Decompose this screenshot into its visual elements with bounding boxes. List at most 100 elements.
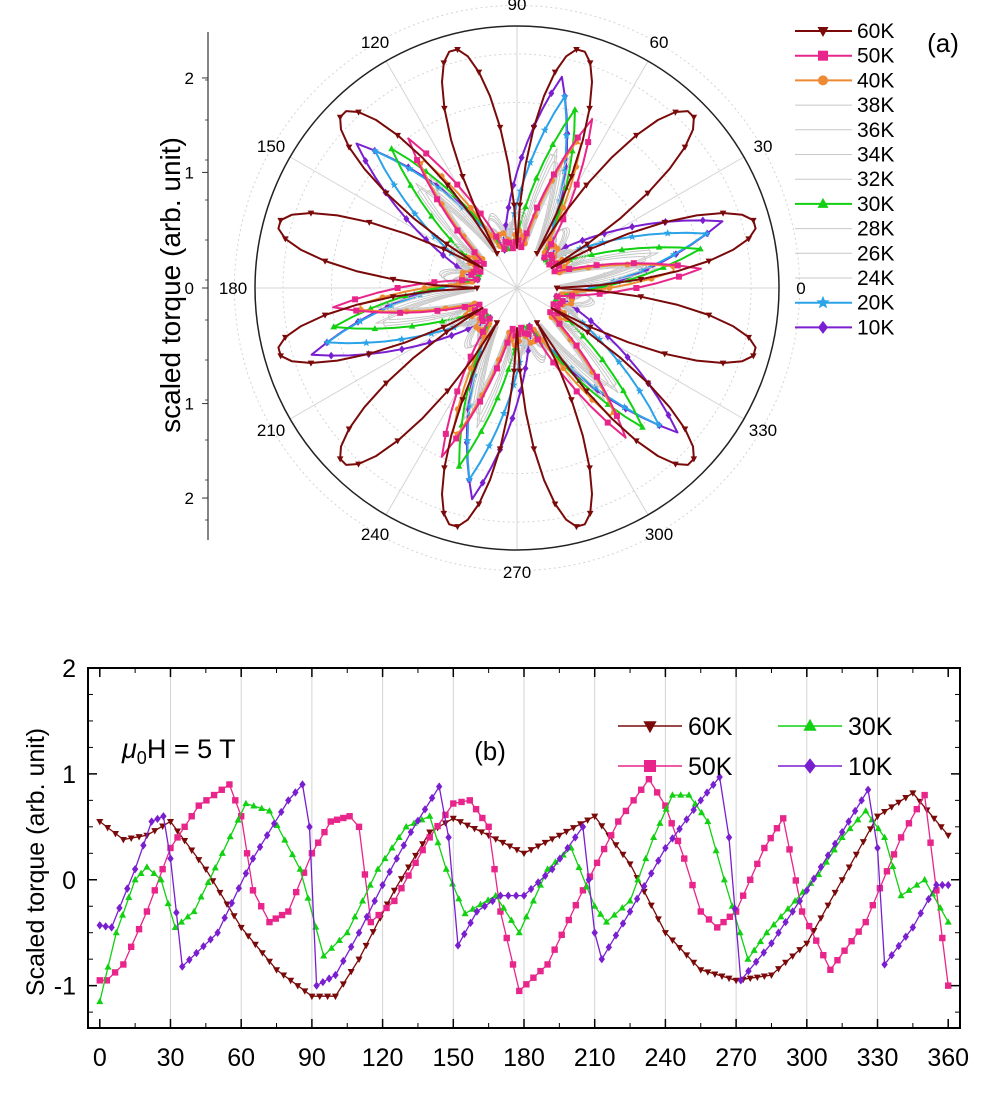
data-point-10K bbox=[831, 839, 839, 848]
data-point-30K bbox=[838, 833, 846, 840]
data-point-50K bbox=[933, 887, 940, 894]
polar-data-point-50K bbox=[501, 245, 508, 252]
legend-marker-50K bbox=[818, 50, 828, 61]
legend-marker-60K bbox=[817, 27, 829, 37]
polar-data-point-50K bbox=[454, 227, 461, 234]
data-point-60K bbox=[584, 817, 592, 824]
data-point-10K bbox=[752, 957, 760, 966]
data-point-60K bbox=[404, 864, 413, 871]
data-point-50K bbox=[509, 961, 517, 968]
data-point-60K bbox=[449, 815, 457, 823]
data-point-50K bbox=[841, 947, 848, 954]
data-point-60K bbox=[390, 887, 398, 895]
data-point-10K bbox=[242, 869, 250, 878]
data-point-60K bbox=[499, 839, 507, 847]
data-point-10K bbox=[379, 880, 386, 890]
data-point-30K bbox=[328, 944, 336, 951]
polar-data-point-60K bbox=[533, 320, 541, 327]
data-point-50K bbox=[516, 987, 523, 995]
data-point-30K bbox=[143, 863, 151, 870]
polar-angle-labels: 0 30 60 90 120 150 180 210 240 270 300 330 bbox=[219, 0, 806, 582]
data-point-50K bbox=[243, 850, 251, 857]
polar-series-line-24K bbox=[382, 153, 652, 423]
legend-label-24K: 24K bbox=[857, 267, 894, 290]
polar-data-point-60K bbox=[633, 438, 640, 445]
data-point-30K bbox=[744, 955, 752, 962]
data-point-60K bbox=[188, 847, 196, 854]
data-point-50K bbox=[897, 834, 905, 841]
data-point-30K bbox=[815, 870, 823, 878]
legend-label-10K: 10K bbox=[857, 316, 894, 339]
polar-data-point-60K bbox=[394, 132, 401, 139]
data-point-50K bbox=[615, 818, 622, 825]
polar-angle-tick-label: 150 bbox=[257, 137, 285, 156]
polar-data-point-60K bbox=[366, 219, 373, 226]
x-tick-label: 180 bbox=[503, 1044, 545, 1072]
polar-data-point-60K bbox=[493, 250, 501, 257]
data-point-10K bbox=[874, 843, 881, 853]
data-point-10K bbox=[768, 939, 775, 948]
data-point-50K bbox=[472, 805, 480, 813]
data-point-60K bbox=[562, 828, 570, 836]
data-point-50K bbox=[927, 839, 934, 846]
data-point-50K bbox=[544, 961, 551, 968]
data-point-60K bbox=[280, 972, 288, 979]
data-point-10K bbox=[520, 891, 528, 900]
polar-data-point-60K bbox=[584, 329, 591, 336]
polar-data-point-60K bbox=[282, 334, 289, 341]
data-point-60K bbox=[895, 799, 903, 807]
legend-label-60K: 60K bbox=[857, 20, 894, 43]
polar-data-point-50K bbox=[552, 260, 559, 267]
data-point-10K bbox=[467, 918, 474, 927]
radial-axis-tick-label: 1 bbox=[185, 395, 194, 414]
radial-axis-tick-label: 2 bbox=[185, 489, 194, 508]
data-point-50K bbox=[792, 877, 800, 884]
polar-data-point-60K bbox=[672, 109, 679, 116]
data-point-10K bbox=[925, 895, 932, 904]
polar-data-point-50K bbox=[481, 308, 488, 315]
polar-data-point-20K bbox=[411, 209, 419, 218]
data-point-60K bbox=[339, 981, 347, 988]
data-point-30K bbox=[889, 862, 897, 870]
data-point-10K bbox=[549, 865, 556, 874]
polar-data-point-20K bbox=[560, 92, 569, 100]
data-point-10K bbox=[435, 782, 443, 791]
polar-data-point-60K bbox=[583, 182, 590, 189]
data-point-60K bbox=[383, 901, 391, 908]
polar-data-point-20K bbox=[509, 380, 518, 389]
polar-data-point-40K bbox=[421, 285, 428, 291]
data-point-30K bbox=[492, 891, 500, 899]
polar-data-point-60K bbox=[443, 241, 450, 248]
polar-data-point-20K bbox=[635, 386, 644, 395]
polar-grid-circle bbox=[233, 4, 801, 572]
data-point-30K bbox=[359, 897, 367, 904]
polar-data-point-40K bbox=[560, 204, 567, 211]
polar-data-point-50K bbox=[509, 325, 516, 332]
legend-marker-10K bbox=[804, 758, 816, 774]
data-point-50K bbox=[398, 885, 405, 892]
legend-marker-20K bbox=[816, 295, 830, 309]
data-point-50K bbox=[786, 846, 793, 853]
data-point-50K bbox=[333, 816, 341, 823]
polar-data-point-50K bbox=[468, 271, 475, 278]
data-point-10K bbox=[124, 884, 131, 893]
polar-data-point-30K bbox=[533, 174, 540, 181]
x-tick-label: 210 bbox=[574, 1044, 616, 1072]
polar-data-point-10K bbox=[398, 345, 405, 354]
data-point-50K bbox=[226, 781, 233, 788]
polar-data-point-60K bbox=[553, 285, 561, 292]
polar-data-point-60K bbox=[394, 438, 401, 445]
polar-data-point-50K bbox=[550, 301, 557, 308]
polar-data-point-50K bbox=[454, 388, 461, 395]
polar-data-point-50K bbox=[453, 435, 460, 442]
polar-data-point-50K bbox=[550, 359, 557, 366]
data-point-10K bbox=[421, 805, 429, 814]
polar-data-point-50K bbox=[593, 373, 600, 380]
data-point-30K bbox=[720, 875, 728, 883]
data-point-50K bbox=[558, 931, 565, 939]
data-point-30K bbox=[164, 899, 172, 907]
data-point-50K bbox=[491, 865, 498, 873]
data-point-10K bbox=[454, 941, 462, 950]
data-point-60K bbox=[789, 953, 797, 960]
polar-data-point-30K bbox=[618, 246, 626, 253]
